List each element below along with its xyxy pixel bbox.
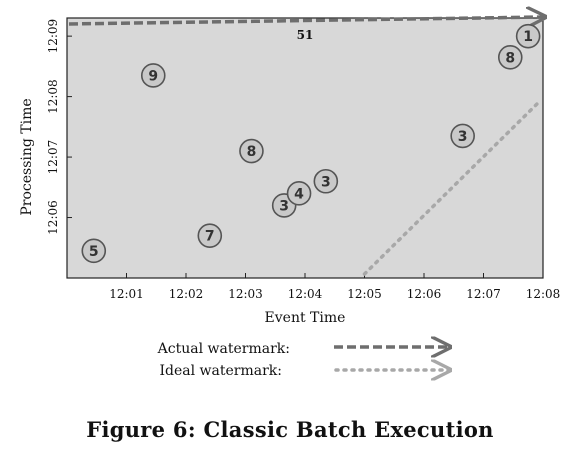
y-tick-label: 12:08 xyxy=(46,79,60,114)
data-point: 9 xyxy=(140,63,166,88)
figure-caption: Figure 6: Classic Batch Execution xyxy=(86,417,494,442)
data-point-marker xyxy=(497,45,523,70)
data-point-label: 3 xyxy=(279,198,289,214)
data-point: 4 xyxy=(286,181,312,206)
data-point-label: 8 xyxy=(505,50,515,66)
x-axis-title: Event Time xyxy=(265,310,346,326)
y-axis-title: Processing Time xyxy=(19,98,35,215)
data-point-marker xyxy=(197,223,223,248)
data-point-marker xyxy=(450,123,475,149)
y-tick-label: 12:06 xyxy=(46,200,60,235)
x-tick-label: 12:06 xyxy=(407,287,442,301)
data-point: 3 xyxy=(313,168,339,194)
data-point-label: 9 xyxy=(148,68,158,84)
y-axis: 12:06 12:07 12:08 12:09 xyxy=(46,19,72,235)
x-axis: 12:01 12:02 12:03 12:04 12:05 12:06 12:07 12:08 xyxy=(109,273,560,301)
data-point: 8 xyxy=(497,45,523,70)
data-point-label: 4 xyxy=(294,186,304,202)
y-tick-label: 12:07 xyxy=(46,140,60,175)
data-point-label: 5 xyxy=(89,244,99,260)
legend-actual-label: Actual watermark: xyxy=(157,341,290,357)
data-point: 7 xyxy=(197,223,223,248)
actual-watermark-line xyxy=(68,17,545,24)
data-point: 1 xyxy=(515,23,541,49)
data-point-label: 3 xyxy=(458,129,468,145)
scatter-chart: 12:01 12:02 12:03 12:04 12:05 12:06 12:07 12:08… xyxy=(19,0,560,410)
x-tick-label: 12:03 xyxy=(228,287,263,301)
actual-watermark-value: 51 xyxy=(297,28,314,42)
data-point-label: 3 xyxy=(321,174,331,190)
data-point: 8 xyxy=(239,138,264,164)
data-point-label: 8 xyxy=(247,144,257,160)
x-tick-label: 12:02 xyxy=(169,287,204,301)
y-tick-label: 12:09 xyxy=(46,19,60,54)
data-point-marker xyxy=(286,181,312,206)
data-point-marker xyxy=(81,238,107,264)
plot-area xyxy=(66,17,544,279)
legend-ideal-label: Ideal watermark: xyxy=(160,363,283,379)
data-point-label: 7 xyxy=(205,229,215,245)
x-tick-label: 12:08 xyxy=(526,287,561,301)
data-point-marker xyxy=(515,23,541,49)
x-tick-label: 12:01 xyxy=(109,287,144,301)
x-tick-label: 12:04 xyxy=(288,287,323,301)
x-tick-label: 12:05 xyxy=(347,287,382,301)
legend: Actual watermark: Ideal watermark: xyxy=(157,341,450,379)
data-point: 5 xyxy=(81,238,107,264)
data-point: 3 xyxy=(450,123,475,149)
data-point-marker xyxy=(313,168,339,194)
data-point-label: 1 xyxy=(523,29,533,45)
data-point-marker xyxy=(140,63,166,88)
data-point-marker xyxy=(239,138,264,164)
x-tick-label: 12:07 xyxy=(466,287,501,301)
ideal-watermark-line xyxy=(362,100,541,276)
